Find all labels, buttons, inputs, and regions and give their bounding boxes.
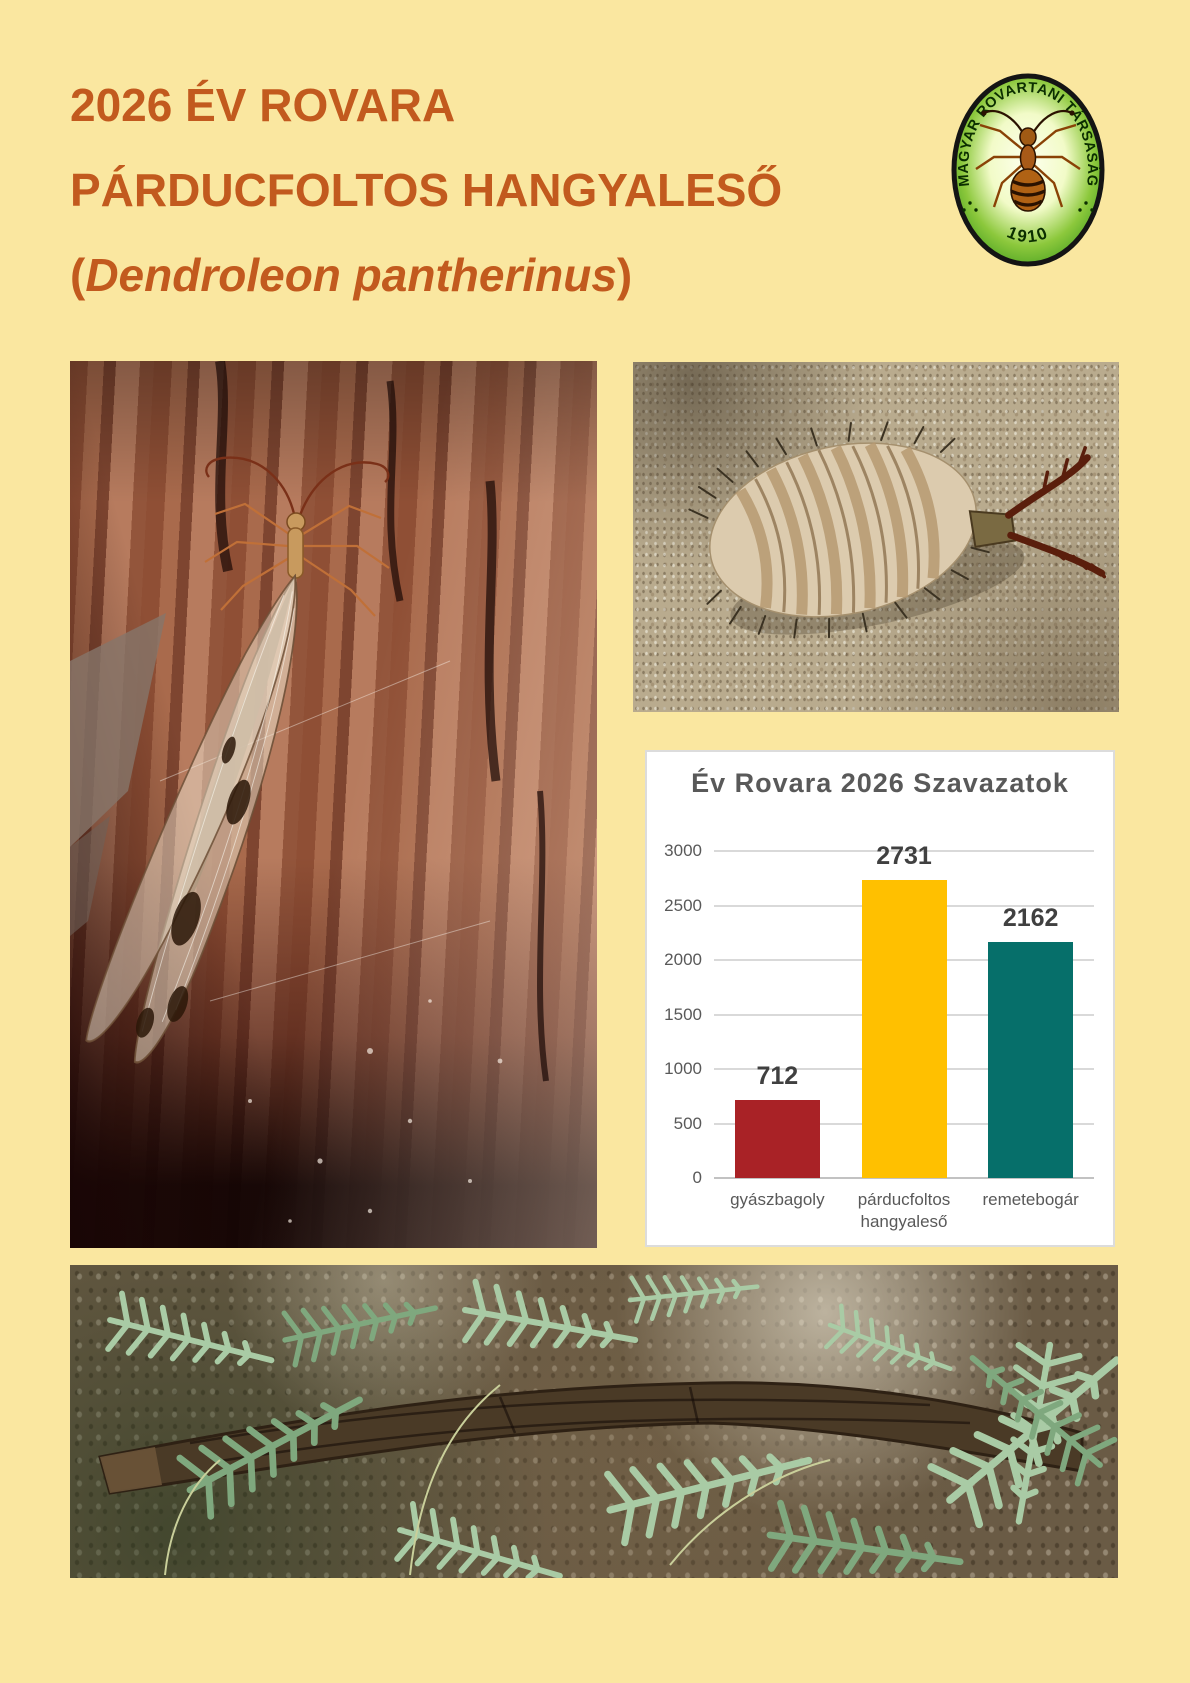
category-label: remetebogár — [982, 1190, 1079, 1209]
grass-blades — [164, 1384, 831, 1576]
bar-value-label: 712 — [756, 1062, 799, 1091]
category-label: gyászbagoly — [730, 1190, 825, 1209]
bar-value-label: 2731 — [876, 842, 932, 871]
mandibles — [1005, 446, 1107, 579]
chart-bar — [861, 880, 947, 1178]
paren-close: ) — [616, 249, 633, 301]
chart-plot-area: 712 2731 2162 — [714, 842, 1094, 1179]
y-axis-tick-label: 1000 — [664, 1059, 702, 1078]
y-axis-tick-label: 500 — [673, 1113, 702, 1133]
species-latin-name: Dendroleon pantherinus — [85, 249, 617, 301]
logo-year-text: 1910 — [1004, 223, 1051, 247]
y-axis-tick-label: 1500 — [664, 1004, 702, 1024]
larva-art — [688, 421, 1107, 639]
chart-gridline — [714, 850, 1094, 852]
habitat-art — [98, 1265, 1118, 1578]
lichen-patch — [70, 613, 166, 847]
y-axis-tick-label: 3000 — [664, 841, 702, 860]
chart-x-axis-line — [714, 1177, 1094, 1179]
bark-speckles — [248, 999, 503, 1223]
habitat-forest-photo — [70, 1265, 1118, 1578]
logo-side-dots — [962, 201, 1094, 212]
chart-y-axis-labels: 0 500 1000 1500 2000 2500 3000 — [647, 841, 702, 1187]
adult-antlion-photo — [70, 361, 597, 1248]
poster-title-year: 2026 ÉV ROVARA — [70, 79, 456, 131]
chart-category-labels: gyászbagoly párducfoltos hangyaleső remete… — [714, 1189, 1094, 1244]
bar-value-label: 2162 — [1002, 904, 1059, 933]
chart-bar — [988, 942, 1074, 1178]
antlion-insect — [85, 456, 390, 1064]
fallen-log — [98, 1381, 1084, 1495]
chart-title: Év Rovara 2026 Szavazatok — [691, 768, 1069, 798]
y-axis-tick-label: 2000 — [664, 950, 702, 969]
antlion-larva-photo — [633, 362, 1119, 712]
category-label: párducfoltos hangyaleső — [857, 1190, 951, 1232]
y-axis-tick-label: 0 — [692, 1168, 702, 1187]
bristles — [688, 421, 990, 639]
wings — [85, 573, 298, 1064]
poster-title-species-latin: (Dendroleon pantherinus) — [70, 252, 632, 298]
adult-antlion-art — [70, 361, 549, 1223]
paren-open: ( — [70, 249, 86, 301]
poster-title-species-hu: PÁRDUCFOLTOS HANGYALESŐ — [70, 164, 783, 216]
legs — [204, 502, 390, 617]
vote-chart-panel: Év Rovara 2026 Szavazatok 0 500 1000 1500 20… — [645, 750, 1115, 1247]
chart-bar — [734, 1100, 820, 1178]
ant-illustration — [975, 109, 1081, 212]
y-axis-tick-label: 2500 — [664, 895, 702, 915]
larva — [688, 421, 1107, 639]
